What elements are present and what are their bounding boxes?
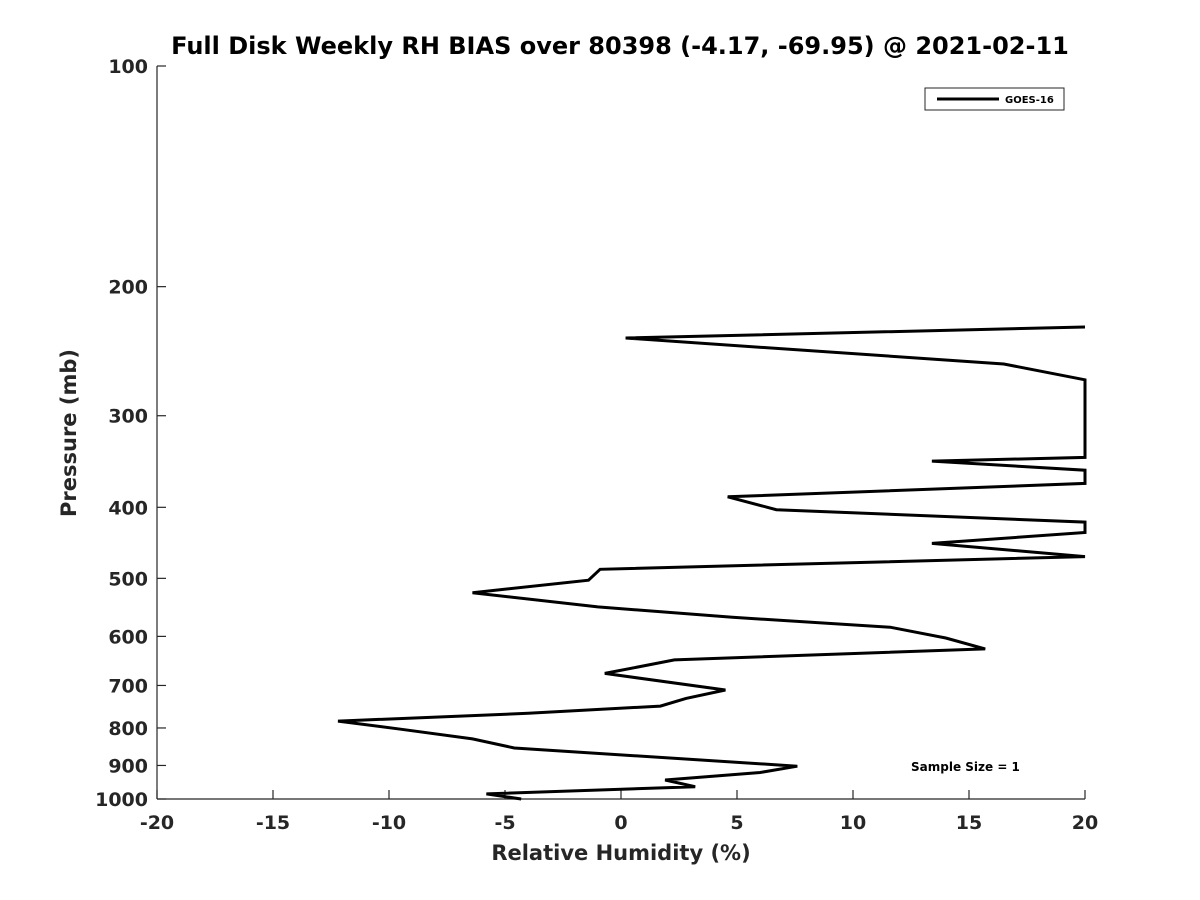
x-tick-label: 0 xyxy=(614,812,627,834)
x-tick-label: 15 xyxy=(956,812,982,834)
y-tick-label: 400 xyxy=(108,497,148,519)
x-axis-label: Relative Humidity (%) xyxy=(491,841,750,865)
x-tick-label: 20 xyxy=(1072,812,1098,834)
x-tick-label: -15 xyxy=(256,812,290,834)
x-tick-label: 5 xyxy=(730,812,743,834)
sample-size-annotation: Sample Size = 1 xyxy=(911,760,1020,774)
series-layer xyxy=(337,325,1087,801)
y-axis-label: Pressure (mb) xyxy=(57,349,81,517)
y-tick-label: 100 xyxy=(108,56,148,78)
x-tick-label: -5 xyxy=(494,812,515,834)
y-tick-label: 300 xyxy=(108,406,148,428)
x-tick-label: 10 xyxy=(840,812,866,834)
y-tick-label: 700 xyxy=(108,675,148,697)
y-axis-ticks: 100 200 300 400 500 600 700 800 900 1000 xyxy=(95,56,166,811)
y-tick-label: 1000 xyxy=(95,789,148,811)
y-tick-label: 600 xyxy=(108,626,148,648)
chart-title: Full Disk Weekly RH BIAS over 80398 (-4.… xyxy=(171,32,1069,60)
plot-area: -20 -15 -10 -5 0 5 10 15 20 100 200 300 400 500 600 70… xyxy=(95,56,1098,834)
y-tick-label: 200 xyxy=(108,277,148,299)
x-tick-label: -10 xyxy=(372,812,406,834)
legend: GOES-16 xyxy=(924,87,1065,111)
y-tick-label: 800 xyxy=(108,718,148,740)
x-axis-ticks: -20 -15 -10 -5 0 5 10 15 20 xyxy=(140,790,1098,834)
legend-entry-goes-16: GOES-16 xyxy=(1005,95,1054,106)
y-tick-label: 500 xyxy=(108,568,148,590)
y-tick-label: 900 xyxy=(108,755,148,777)
series-line-goes-16 xyxy=(337,325,1087,801)
x-tick-label: -20 xyxy=(140,812,174,834)
